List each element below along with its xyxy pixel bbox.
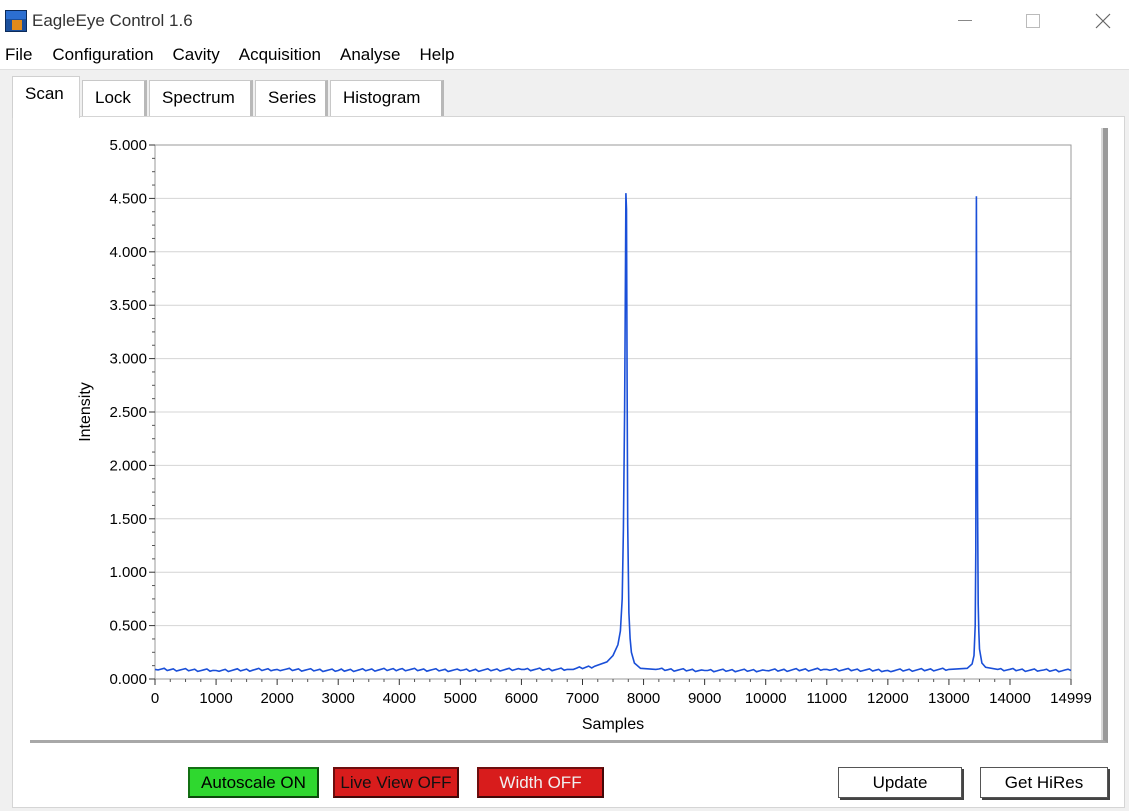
minimize-button[interactable]	[942, 0, 988, 41]
scan-graph: 0.000 0.500 1.000 1.500 2.000 2.500 3.000 3.500…	[30, 128, 1108, 743]
x-tick-label: 3000	[322, 690, 355, 707]
menu-help[interactable]: Help	[419, 45, 455, 64]
y-tick-label: 4.500	[109, 190, 147, 207]
minimize-icon	[958, 20, 972, 21]
y-tick-label: 3.000	[109, 351, 147, 368]
y-tick-label: 3.500	[109, 297, 147, 314]
y-tick-label: 1.000	[109, 564, 147, 581]
x-tick-label: 0	[151, 690, 159, 707]
menu-bar: File Configuration Cavity Acquisition An…	[0, 41, 1129, 70]
menu-acquisition[interactable]: Acquisition	[238, 45, 321, 64]
x-tick-label: 7000	[566, 690, 599, 707]
x-axis-title: Samples	[582, 716, 644, 733]
app-logo-icon	[5, 10, 27, 32]
live-view-toggle-button[interactable]: Live View OFF	[333, 767, 459, 798]
y-tick-label: 2.500	[109, 404, 147, 421]
autoscale-toggle-button[interactable]: Autoscale ON	[188, 767, 319, 798]
x-tick-label: 6000	[505, 690, 538, 707]
series-line	[154, 193, 1072, 673]
x-tick-label: 2000	[260, 690, 293, 707]
x-tick-label: 14999	[1050, 690, 1092, 707]
intensity-chart: 0.000 0.500 1.000 1.500 2.000 2.500 3.000 3.500…	[77, 137, 1092, 733]
tab-histogram[interactable]: Histogram	[330, 80, 444, 116]
menu-configuration[interactable]: Configuration	[52, 45, 154, 64]
width-toggle-button[interactable]: Width OFF	[477, 767, 604, 798]
x-tick-label: 9000	[688, 690, 721, 707]
y-axis-title: Intensity	[77, 382, 94, 442]
y-tick-label: 4.000	[109, 244, 147, 261]
y-tick-label: 0.000	[109, 671, 147, 688]
x-tick-label: 8000	[627, 690, 660, 707]
x-tick-label: 10000	[745, 690, 787, 707]
update-button[interactable]: Update	[838, 767, 962, 798]
y-tick-label: 1.500	[109, 511, 147, 528]
y-tick-label: 2.000	[109, 457, 147, 474]
window-title: EagleEye Control 1.6	[32, 11, 193, 30]
tab-spectrum[interactable]: Spectrum	[149, 80, 253, 116]
get-hires-button[interactable]: Get HiRes	[980, 767, 1108, 798]
close-icon	[1095, 13, 1111, 28]
menu-analyse[interactable]: Analyse	[339, 45, 401, 64]
y-tick-label: 0.500	[109, 618, 147, 635]
y-tick-label: 5.000	[109, 137, 147, 154]
close-button[interactable]	[1080, 0, 1126, 41]
x-tick-label: 13000	[928, 690, 970, 707]
x-tick-label: 11000	[806, 690, 847, 707]
maximize-button[interactable]	[1010, 0, 1056, 41]
x-tick-label: 4000	[383, 690, 416, 707]
title-bar: EagleEye Control 1.6	[0, 0, 1129, 41]
tab-lock[interactable]: Lock	[82, 80, 147, 116]
x-tick-label: 1000	[199, 690, 232, 707]
tab-series[interactable]: Series	[255, 80, 328, 116]
menu-cavity[interactable]: Cavity	[172, 45, 220, 64]
menu-file[interactable]: File	[5, 45, 33, 64]
x-tick-label: 14000	[989, 690, 1031, 707]
x-tick-label: 5000	[444, 690, 477, 707]
tab-scan[interactable]: Scan	[12, 76, 80, 118]
x-tick-label: 12000	[867, 690, 909, 707]
maximize-icon	[1026, 13, 1040, 28]
